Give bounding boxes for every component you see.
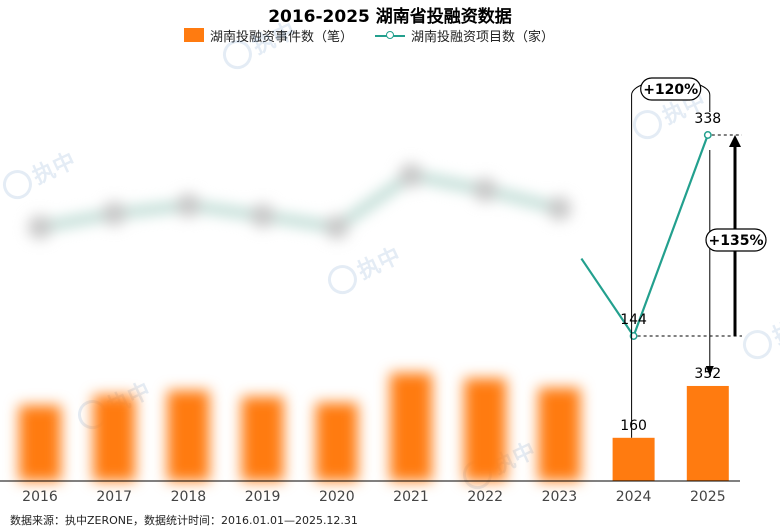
bar-data-label-2025: 352 — [694, 366, 721, 382]
watermark: 执中 — [2, 148, 80, 200]
x-tick-label-2019: 2019 — [245, 489, 281, 505]
x-tick-label-2023: 2023 — [542, 489, 578, 505]
legend-swatch-bar — [184, 28, 204, 42]
line-data-label-2024: 144 — [620, 312, 647, 328]
legend-swatch-line — [375, 28, 406, 42]
x-tick-label-2017: 2017 — [96, 489, 132, 505]
line-series — [580, 134, 709, 339]
annotation-bracket-bars — [631, 79, 711, 438]
bar-2020 — [315, 402, 358, 481]
bar-2023 — [538, 387, 581, 481]
watermark: 执中 — [742, 308, 780, 360]
annotation-arrow-line-head — [729, 135, 741, 147]
annotation-arrow-bars-head — [705, 366, 714, 376]
legend-label-line: 湖南投融资项目数（家） — [411, 29, 555, 45]
legend-item-line: 湖南投融资项目数（家） — [375, 26, 554, 45]
bar-2019 — [241, 396, 284, 481]
watermark-text: 执中 — [29, 148, 79, 189]
legend-item-bar: 湖南投融资事件数（笔） — [184, 26, 353, 45]
watermark: 执中 — [222, 18, 300, 70]
watermark-text: 执中 — [769, 308, 780, 349]
line-point-2019 — [250, 203, 275, 228]
watermark-logo — [632, 110, 662, 140]
blurred-series-group — [19, 163, 581, 481]
line-point-2021 — [399, 163, 423, 188]
bar-2021 — [390, 373, 432, 481]
legend-label-bar: 湖南投融资事件数（笔） — [210, 29, 354, 45]
watermark-logo — [327, 265, 357, 295]
bar-2017 — [93, 395, 136, 481]
x-tick-label-2016: 2016 — [22, 489, 58, 505]
bar-2016 — [19, 405, 61, 481]
watermark-logo — [742, 330, 772, 360]
watermark-text: 执中 — [249, 18, 299, 59]
line-series-blurred — [39, 170, 561, 233]
bar-2025 — [686, 385, 729, 481]
bar-2022 — [464, 378, 507, 481]
x-tick-label-2022: 2022 — [467, 489, 503, 505]
x-tick-label-2018: 2018 — [171, 489, 207, 505]
x-tick-label-2021: 2021 — [393, 489, 429, 505]
watermark-text: 执中 — [354, 243, 404, 284]
line-point-2016 — [28, 215, 52, 240]
line-point-2022 — [473, 177, 498, 202]
line-data-label-2025: 338 — [694, 111, 721, 127]
bar-2018 — [167, 390, 210, 481]
line-point-2017 — [102, 201, 127, 226]
chart-title: 2016-2025 湖南省投融资数据 — [268, 7, 512, 27]
x-tick-label-2020: 2020 — [319, 489, 355, 505]
chart-legend: 湖南投融资事件数（笔） 湖南投融资项目数（家） — [184, 25, 576, 45]
line-point-2023 — [547, 196, 572, 221]
line-point-2025 — [703, 131, 712, 139]
line-point-2018 — [176, 193, 201, 218]
bar-2024 — [612, 437, 655, 481]
x-tick-label-2024: 2024 — [616, 489, 652, 505]
annotation-box-bars — [640, 77, 702, 101]
bar-data-label-2024: 160 — [620, 418, 647, 434]
annotation-label-line: +135% — [709, 233, 764, 249]
annotation-label-bars: +120% — [643, 82, 698, 98]
line-point-2020 — [324, 215, 349, 240]
watermark-logo — [2, 170, 32, 200]
chart-footer: 数据来源：执中ZERONE，数据统计时间：2016.01.01—2025.12.… — [10, 514, 358, 527]
watermark: 执中 — [327, 243, 405, 295]
watermark-logo — [222, 40, 252, 70]
x-tick-label-2025: 2025 — [690, 489, 726, 505]
annotation-box-line — [705, 228, 767, 252]
